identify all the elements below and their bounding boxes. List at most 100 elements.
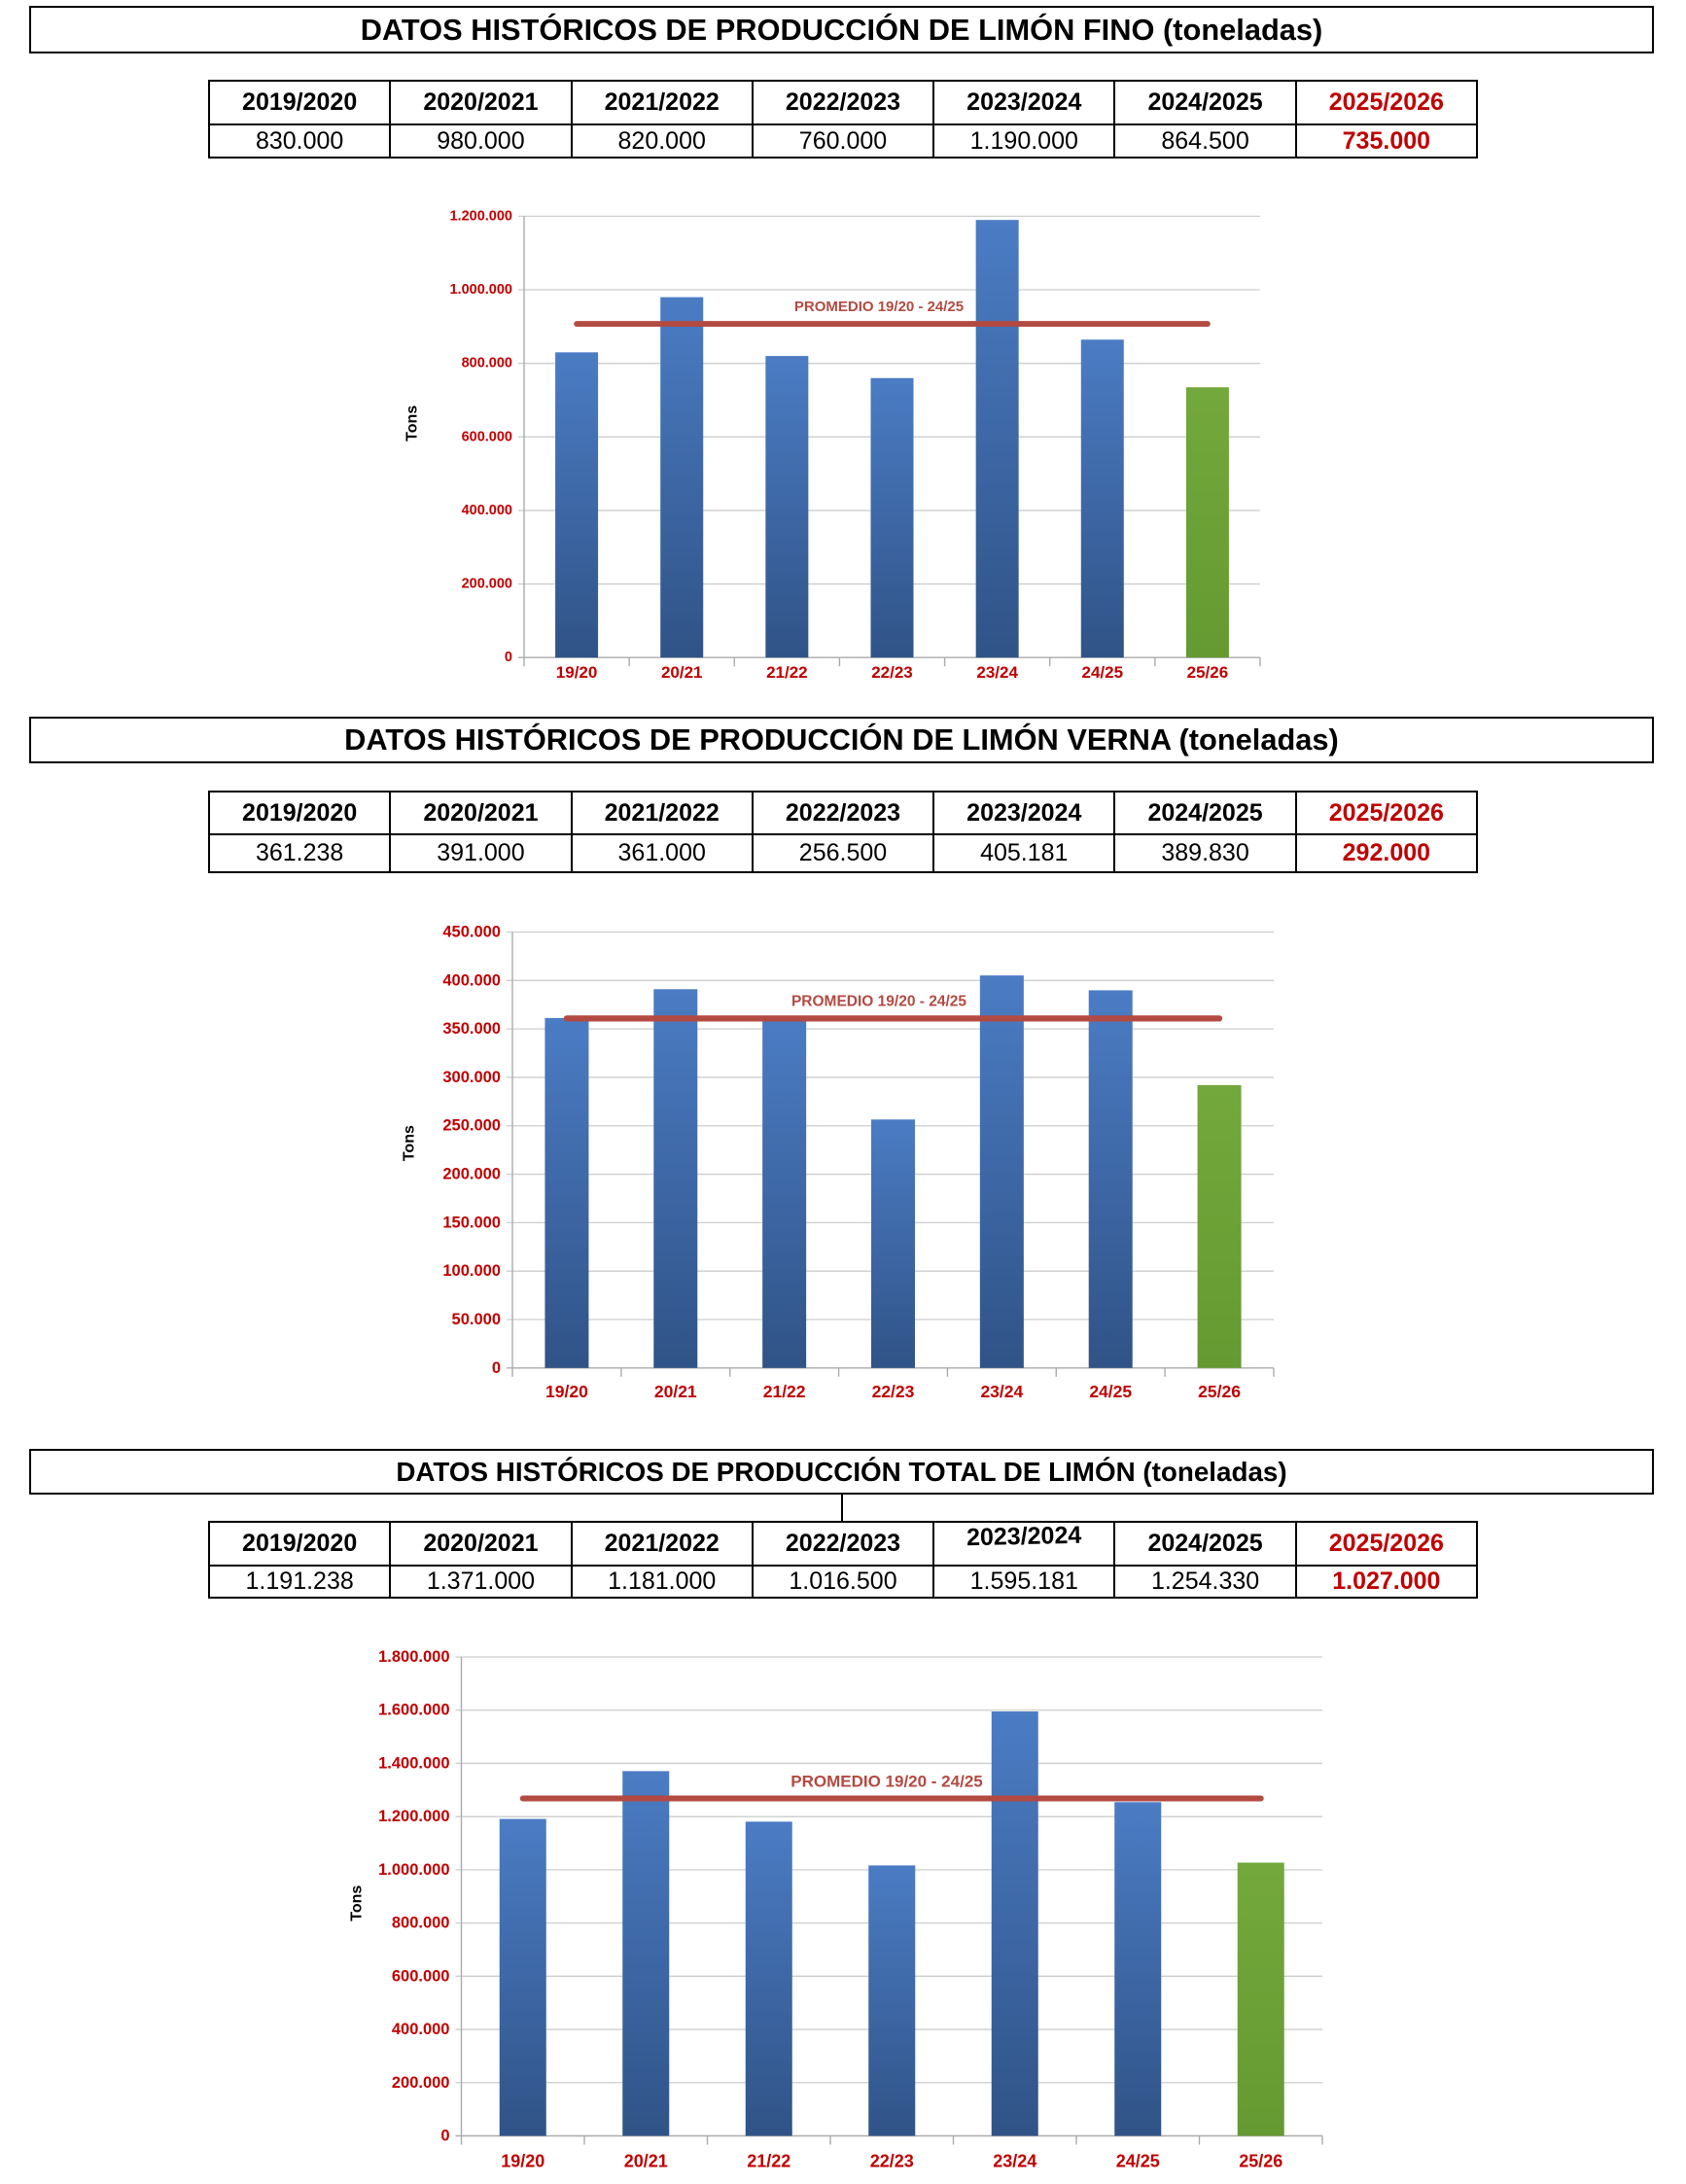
y-tick-label: 400.000 bbox=[392, 2021, 450, 2038]
y-tick-label: 0 bbox=[440, 2128, 449, 2145]
y-tick-label: 200.000 bbox=[462, 577, 512, 592]
average-line-label: PROMEDIO 19/20 - 24/25 bbox=[790, 1773, 982, 1791]
bar-23/24 bbox=[991, 1711, 1038, 2136]
bar-21/22 bbox=[765, 356, 809, 658]
season-header-cell: 2025/2026 bbox=[1294, 80, 1479, 125]
bar-24/25 bbox=[1088, 990, 1133, 1368]
season-header-row: 2019/2020 2020/2021 2021/2022 2022/2023 2023… bbox=[207, 791, 1479, 835]
average-line-label: PROMEDIO 19/20 - 24/25 bbox=[794, 299, 964, 315]
production-value-cell: 389.830 bbox=[1113, 833, 1297, 873]
y-tick-label: 1.200.000 bbox=[449, 208, 512, 224]
bar-22/23 bbox=[868, 1865, 916, 2136]
production-value-cell: 735.000 bbox=[1294, 123, 1479, 159]
x-category-label: 20/21 bbox=[661, 663, 703, 682]
y-tick-label: 600.000 bbox=[392, 1967, 450, 1985]
x-category-label: 19/20 bbox=[545, 1382, 588, 1401]
production-value-cell: 1.254.330 bbox=[1113, 1565, 1297, 1599]
production-value-cell: 1.191.238 bbox=[207, 1565, 392, 1599]
production-value-cell: 864.500 bbox=[1113, 123, 1297, 159]
y-tick-label: 600.000 bbox=[462, 429, 512, 444]
x-category-label: 23/24 bbox=[976, 663, 1018, 682]
y-tick-label: 800.000 bbox=[462, 356, 512, 371]
y-tick-label: 1.000.000 bbox=[378, 1861, 449, 1879]
production-value-cell: 1.181.000 bbox=[570, 1565, 754, 1599]
y-tick-label: 1.400.000 bbox=[378, 1754, 449, 1772]
bar-21/22 bbox=[745, 1821, 792, 2136]
production-value-cell: 405.181 bbox=[932, 833, 1116, 873]
season-header-cell: 2020/2021 bbox=[389, 791, 573, 835]
production-value-cell: 256.500 bbox=[751, 833, 935, 873]
season-header-cell: 2022/2023 bbox=[751, 791, 935, 835]
y-tick-label: 100.000 bbox=[442, 1262, 501, 1280]
bar-25/26-projection bbox=[1185, 387, 1229, 658]
season-header-cell: 2019/2020 bbox=[207, 1521, 392, 1567]
y-tick-label: 1.800.000 bbox=[378, 1648, 449, 1666]
production-value-cell: 1.027.000 bbox=[1294, 1565, 1479, 1599]
section-fino-table: 2019/2020 2020/2021 2021/2022 2022/2023 2023… bbox=[207, 80, 1479, 159]
production-value-cell: 1.371.000 bbox=[389, 1565, 573, 1599]
bar-19/20 bbox=[555, 352, 599, 658]
y-tick-label: 400.000 bbox=[442, 971, 501, 989]
x-category-label: 22/23 bbox=[870, 2152, 914, 2171]
y-axis-title: Tons bbox=[402, 1125, 418, 1161]
section-total-chart: 0 200.000 400.000 600.000 800.000 1.000.000 1.… bbox=[349, 1648, 1323, 2171]
production-value-cell: 820.000 bbox=[570, 123, 754, 159]
season-header-cell: 2021/2022 bbox=[570, 80, 754, 125]
section-verna-chart: 0 50.000 100.000 150.000 200.000 250.000 300.0… bbox=[402, 924, 1275, 1401]
production-value-cell: 391.000 bbox=[389, 833, 573, 873]
y-tick-label: 800.000 bbox=[392, 1915, 450, 1932]
x-category-label: 19/20 bbox=[556, 663, 598, 682]
production-value-cell: 1.595.181 bbox=[932, 1565, 1116, 1599]
x-category-label: 25/26 bbox=[1198, 1382, 1241, 1401]
season-header-cell: 2024/2025 bbox=[1113, 80, 1297, 125]
y-tick-label: 0 bbox=[492, 1359, 501, 1377]
season-header-cell: 2020/2021 bbox=[389, 1521, 573, 1567]
bar-19/20 bbox=[499, 1818, 546, 2136]
bar-19/20 bbox=[544, 1017, 589, 1368]
season-header-cell: 2023/2024 bbox=[932, 80, 1116, 125]
y-tick-label: 350.000 bbox=[442, 1020, 501, 1038]
x-category-label: 21/22 bbox=[747, 2152, 790, 2171]
season-header-cell: 2020/2021 bbox=[389, 80, 573, 125]
bar-21/22 bbox=[762, 1018, 807, 1368]
production-value-cell: 760.000 bbox=[751, 123, 935, 159]
season-header-cell: 2023/2024 bbox=[932, 1521, 1116, 1567]
production-value-cell: 292.000 bbox=[1294, 833, 1479, 873]
season-header-row: 2019/2020 2020/2021 2021/2022 2022/2023 2023… bbox=[207, 80, 1479, 125]
y-tick-label: 1.200.000 bbox=[378, 1808, 449, 1825]
bar-20/21 bbox=[660, 297, 704, 658]
production-value-cell: 830.000 bbox=[207, 123, 392, 159]
section-fino-title: DATOS HISTÓRICOS DE PRODUCCIÓN DE LIMÓN … bbox=[360, 12, 1323, 47]
bar-20/21 bbox=[653, 989, 698, 1368]
x-category-label: 20/21 bbox=[624, 2152, 668, 2171]
x-category-label: 21/22 bbox=[766, 663, 808, 682]
production-value-cell: 980.000 bbox=[389, 123, 573, 159]
section-fino-chart: 0 200.000 400.000 600.000 800.000 1.000.000 1.… bbox=[404, 208, 1261, 682]
section-total-title: DATOS HISTÓRICOS DE PRODUCCIÓN TOTAL DE … bbox=[396, 1456, 1287, 1487]
season-header-cell: 2019/2020 bbox=[207, 80, 392, 125]
season-header-cell: 2024/2025 bbox=[1113, 791, 1297, 835]
x-category-label: 24/25 bbox=[1089, 1382, 1132, 1401]
y-tick-label: 150.000 bbox=[442, 1214, 501, 1231]
production-value-cell: 361.000 bbox=[570, 833, 754, 873]
x-category-label: 22/23 bbox=[872, 1382, 915, 1401]
bar-22/23 bbox=[870, 377, 914, 658]
season-header-cell: 2022/2023 bbox=[751, 1521, 935, 1567]
season-header-cell: 2025/2026 bbox=[1294, 791, 1479, 835]
y-axis-title: Tons bbox=[404, 405, 421, 441]
title-table-connector-line bbox=[841, 1494, 843, 1522]
y-axis-title: Tons bbox=[349, 1885, 366, 1921]
y-tick-label: 0 bbox=[505, 650, 512, 665]
season-header-cell: 2021/2022 bbox=[570, 1521, 754, 1567]
bar-24/25 bbox=[1080, 339, 1124, 658]
x-category-label: 23/24 bbox=[980, 1382, 1023, 1401]
season-header-cell: 2023/2024 bbox=[932, 791, 1116, 835]
x-category-label: 23/24 bbox=[993, 2152, 1036, 2171]
x-category-label: 22/23 bbox=[871, 663, 913, 682]
x-category-label: 21/22 bbox=[763, 1382, 806, 1401]
season-header-cell: 2025/2026 bbox=[1294, 1521, 1479, 1567]
bar-25/26-projection bbox=[1197, 1084, 1242, 1368]
season-header-cell: 2022/2023 bbox=[751, 80, 935, 125]
section-fino-title-box: DATOS HISTÓRICOS DE PRODUCCIÓN DE LIMÓN … bbox=[29, 6, 1654, 53]
